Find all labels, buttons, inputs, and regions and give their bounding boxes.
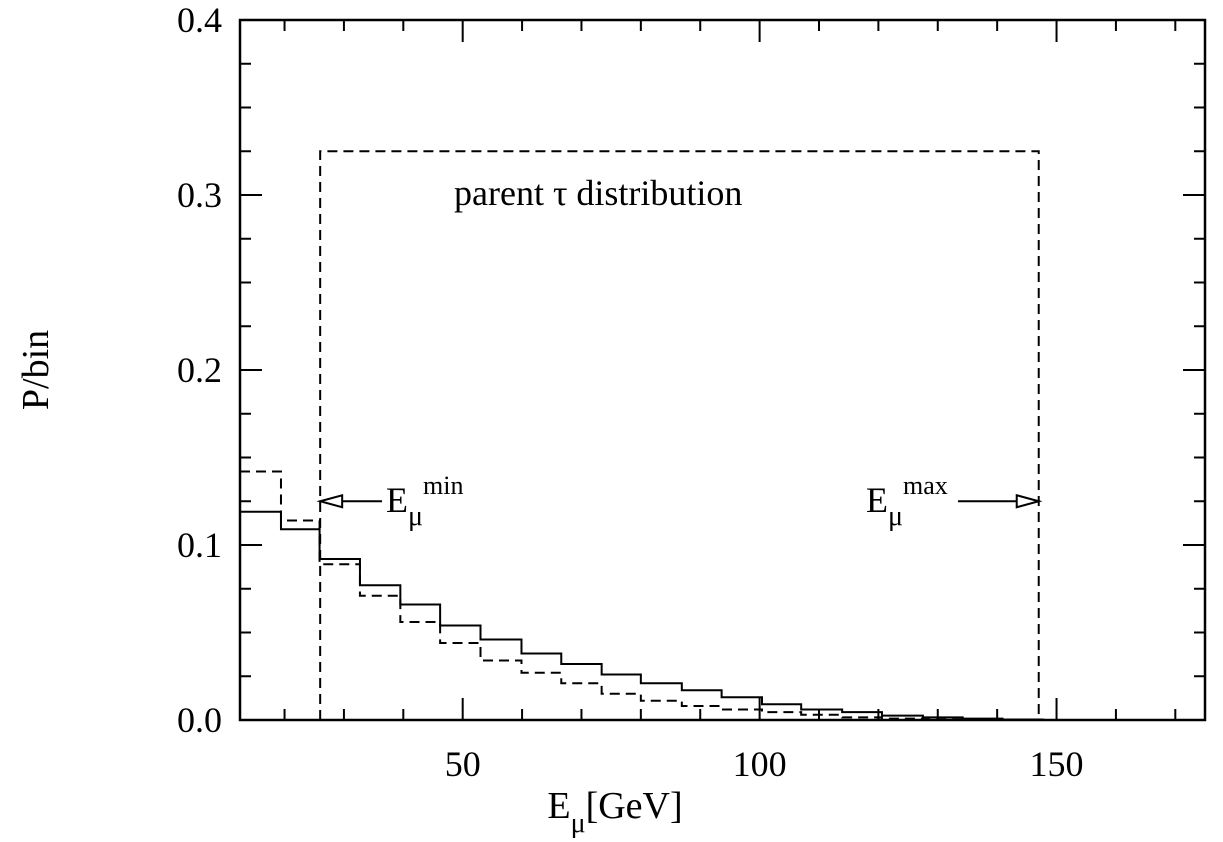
y-tick-label: 0.1 bbox=[177, 525, 222, 565]
emin-annotation: Eμmin bbox=[316, 471, 463, 532]
parent-tau-label: parent τ distribution bbox=[454, 173, 742, 213]
x-axis-label-sub: μ bbox=[571, 808, 586, 839]
x-tick-label: 150 bbox=[1030, 744, 1084, 784]
emax-label: Eμmax bbox=[866, 471, 948, 532]
emin-arrow-head bbox=[316, 493, 344, 509]
x-axis-label-main: E bbox=[547, 785, 570, 827]
y-tick-labels: 0.0 0.1 0.2 0.3 0.4 bbox=[177, 0, 222, 740]
emax-annotation: Eμmax bbox=[866, 471, 1043, 532]
plot-frame bbox=[238, 18, 1207, 722]
y-tick-label: 0.4 bbox=[177, 0, 222, 40]
x-tick-label: 100 bbox=[733, 744, 787, 784]
solid-histogram bbox=[240, 510, 1205, 720]
y-tick-label: 0.3 bbox=[177, 175, 222, 215]
y-axis-label: P/bin bbox=[15, 330, 57, 410]
series-layer bbox=[240, 150, 1205, 720]
tick-marks bbox=[240, 19, 1205, 721]
y-tick-label: 0.0 bbox=[177, 700, 222, 740]
dashed-histogram bbox=[240, 470, 1205, 720]
x-tick-label: 50 bbox=[445, 744, 481, 784]
parent-tau-box bbox=[319, 150, 1040, 720]
emax-label-sub: μ bbox=[888, 501, 903, 532]
x-axis-label-unit: [GeV] bbox=[586, 785, 683, 827]
emin-label-sup: min bbox=[423, 471, 463, 500]
x-axis-label: Eμ[GeV] bbox=[547, 785, 682, 839]
emax-arrow-head bbox=[1015, 493, 1043, 509]
emin-label: Eμmin bbox=[386, 471, 463, 532]
emin-label-main: E bbox=[386, 480, 408, 520]
y-tick-label: 0.2 bbox=[177, 350, 222, 390]
x-tick-labels: 50 100 150 bbox=[445, 744, 1084, 784]
emax-label-main: E bbox=[866, 480, 888, 520]
plot-area bbox=[238, 18, 1207, 722]
emin-label-sub: μ bbox=[408, 501, 423, 532]
emax-label-sup: max bbox=[903, 471, 948, 500]
plot-border bbox=[238, 18, 1207, 722]
